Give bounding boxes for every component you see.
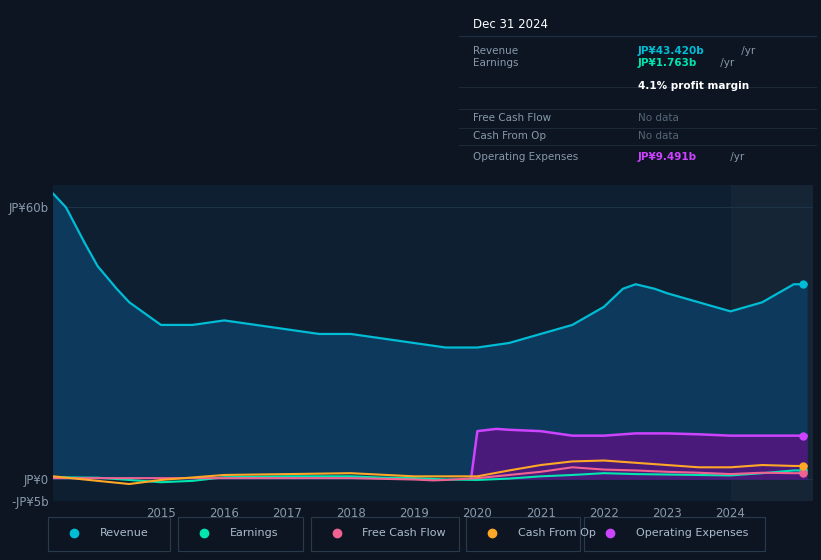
Text: Operating Expenses: Operating Expenses	[473, 152, 579, 162]
Text: No data: No data	[638, 113, 679, 123]
Bar	[466, 516, 580, 551]
Bar	[310, 516, 458, 551]
Text: 4.1% profit margin: 4.1% profit margin	[638, 81, 749, 91]
Text: Revenue: Revenue	[100, 529, 149, 538]
Text: JP¥43.420b: JP¥43.420b	[638, 45, 704, 55]
Text: Earnings: Earnings	[230, 529, 278, 538]
Bar	[48, 516, 171, 551]
Text: Free Cash Flow: Free Cash Flow	[363, 529, 446, 538]
Text: /yr: /yr	[727, 152, 745, 162]
Text: Operating Expenses: Operating Expenses	[636, 529, 748, 538]
Text: Free Cash Flow: Free Cash Flow	[473, 113, 552, 123]
Text: Cash From Op: Cash From Op	[518, 529, 595, 538]
Text: JP¥1.763b: JP¥1.763b	[638, 58, 697, 68]
Text: Revenue: Revenue	[473, 45, 518, 55]
Text: JP¥9.491b: JP¥9.491b	[638, 152, 697, 162]
Text: Dec 31 2024: Dec 31 2024	[473, 18, 548, 31]
Text: Earnings: Earnings	[473, 58, 519, 68]
Bar	[585, 516, 765, 551]
Bar	[731, 185, 813, 501]
Text: Cash From Op: Cash From Op	[473, 131, 546, 141]
Bar	[178, 516, 304, 551]
Text: /yr: /yr	[738, 45, 755, 55]
Text: /yr: /yr	[717, 58, 734, 68]
Text: No data: No data	[638, 131, 679, 141]
